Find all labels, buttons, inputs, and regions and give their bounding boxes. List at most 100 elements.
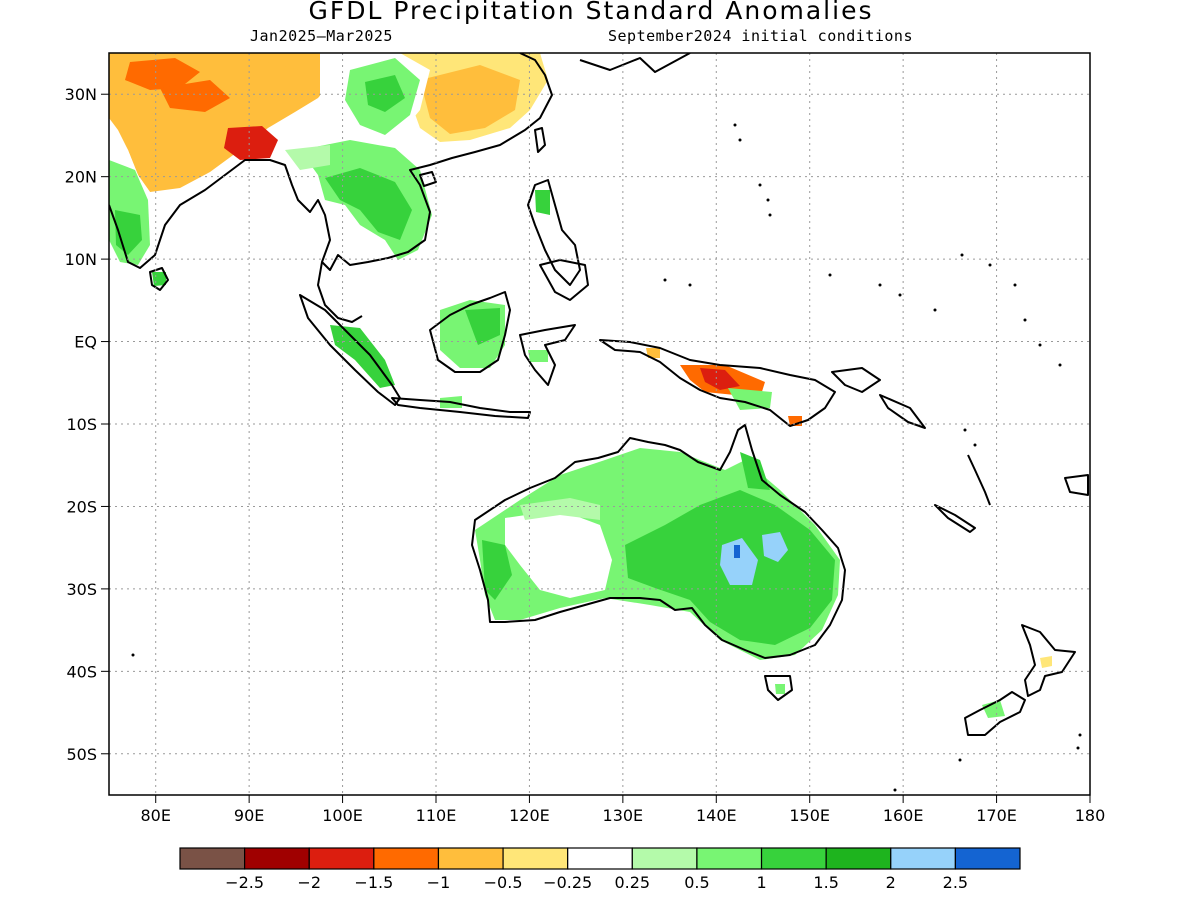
axis-ticks xyxy=(101,93,1091,803)
coast-vanuatu xyxy=(967,454,991,506)
colorbar-tick-label: 1.5 xyxy=(813,873,838,892)
colorbar-swatch xyxy=(308,847,375,870)
anomaly-region-tasmania xyxy=(775,684,785,694)
coast-nz-south xyxy=(964,691,1026,736)
map-title: GFDL Precipitation Standard Anomalies xyxy=(308,0,874,25)
lat-label: 20S xyxy=(66,497,97,516)
colorbar-swatch xyxy=(760,847,827,870)
coast-hainan xyxy=(419,171,437,187)
valid-period: Jan2025–Mar2025 xyxy=(250,27,393,45)
anomaly-region-himalaya-red xyxy=(224,126,278,160)
coast-celebes xyxy=(519,324,576,386)
coast-philippines xyxy=(527,179,581,286)
lon-label: 140E xyxy=(696,806,737,825)
anomaly-region-australia-blue xyxy=(720,538,758,585)
coast-taiwan xyxy=(534,127,546,153)
coast-fiji xyxy=(1064,474,1089,496)
anomaly-region-australia-darkblue xyxy=(734,545,740,558)
anomaly-region-nz-north xyxy=(1040,656,1052,668)
coast-srilanka xyxy=(149,267,169,291)
lat-label: 30S xyxy=(66,580,97,599)
lon-label: 150E xyxy=(789,806,830,825)
colorbar-tick-label: 2.5 xyxy=(943,873,968,892)
anomaly-region-china-wet-core xyxy=(365,75,405,112)
colorbar-swatch xyxy=(244,847,310,870)
map-field xyxy=(109,53,1052,718)
lon-label: 110E xyxy=(416,806,457,825)
lon-label: 120E xyxy=(509,806,550,825)
coast-sumatra xyxy=(299,294,401,406)
small-islands xyxy=(131,123,1082,792)
lon-label: 90E xyxy=(234,806,264,825)
lat-label: 50S xyxy=(66,745,97,764)
colorbar-tick-label: −2.5 xyxy=(225,873,264,892)
colorbar-swatch xyxy=(954,847,1021,870)
colorbar-swatch xyxy=(179,847,246,870)
anomaly-region-celebes xyxy=(528,350,548,362)
colorbar-swatch xyxy=(502,847,569,870)
colorbar xyxy=(179,847,1021,870)
lon-label: 180 xyxy=(1075,806,1106,825)
coast-solomons xyxy=(879,394,926,429)
initial-conditions: September2024 initial conditions xyxy=(608,27,913,45)
coast-tasmania xyxy=(764,675,793,701)
longitude-labels: 80E 90E 100E 110E 120E 130E 140E 150E 160E 170E 18… xyxy=(140,806,1105,825)
lat-label: 30N xyxy=(65,85,97,104)
lon-label: 130E xyxy=(603,806,644,825)
coast-borneo xyxy=(429,291,511,373)
anomaly-region-east-china xyxy=(420,65,520,134)
colorbar-swatch xyxy=(890,847,956,870)
lat-label: EQ xyxy=(74,333,97,352)
lat-label: 10S xyxy=(66,415,97,434)
colorbar-tick-label: 2 xyxy=(886,873,896,892)
colorbar-swatch xyxy=(373,847,440,870)
lat-label: 20N xyxy=(65,168,97,187)
anomaly-region-australia-west-wet xyxy=(482,540,512,600)
colorbar-swatch xyxy=(631,847,698,870)
anomaly-region-borneo-core xyxy=(465,308,500,345)
anomaly-region-indochina-core xyxy=(325,168,412,240)
coast-nz-north xyxy=(1021,624,1076,697)
anomaly-region-png-west xyxy=(646,348,660,358)
coast-new-caledonia xyxy=(934,504,976,533)
anomaly-region-sumatra-wet xyxy=(330,325,395,388)
coast-korea-japan xyxy=(579,53,691,73)
coast-malay-peninsula xyxy=(317,261,363,323)
anomaly-region-west-red xyxy=(125,58,200,90)
latitude-labels: 30N 20N 10N EQ 10S 20S 30S 40S 50S xyxy=(65,85,97,764)
colorbar-tick-label: −2 xyxy=(297,873,321,892)
coast-asia-mainland xyxy=(109,53,553,271)
anomaly-region-australia-light xyxy=(520,498,600,520)
anomaly-region-nz-south xyxy=(982,700,1005,718)
lon-label: 100E xyxy=(322,806,363,825)
colorbar-swatch xyxy=(567,847,633,870)
lon-label: 170E xyxy=(976,806,1017,825)
anomaly-region-australia-neutral xyxy=(505,510,612,598)
anomaly-region-australia-blue-2 xyxy=(762,532,788,562)
colorbar-tick-label: 0.5 xyxy=(684,873,709,892)
colorbar-swatch xyxy=(437,847,504,870)
lon-label: 160E xyxy=(883,806,924,825)
lon-label: 80E xyxy=(140,806,170,825)
anomaly-region-png-dry-core xyxy=(700,368,740,390)
map-frame xyxy=(108,52,1091,796)
colorbar-swatch xyxy=(696,847,763,870)
anomaly-region-png-wet xyxy=(728,388,772,410)
colorbar-tick-label: 0.25 xyxy=(614,873,650,892)
colorbar-tick-label: −0.25 xyxy=(543,873,592,892)
lat-label: 10N xyxy=(65,250,97,269)
coast-new-britain xyxy=(831,367,881,393)
anomaly-region-plateau-red xyxy=(160,80,230,112)
coast-australia xyxy=(471,424,846,659)
coast-new-guinea xyxy=(599,339,836,427)
coast-philippines-south xyxy=(539,259,589,301)
lat-label: 40S xyxy=(66,662,97,681)
anomaly-region-tibet-light xyxy=(150,58,310,150)
anomaly-region-philippines xyxy=(535,190,550,215)
colorbar-tick-label: −1 xyxy=(427,873,451,892)
graticule xyxy=(109,53,1090,795)
colorbar-tick-label: 1 xyxy=(756,873,766,892)
colorbar-swatch xyxy=(825,847,892,870)
coastlines xyxy=(109,53,1089,736)
